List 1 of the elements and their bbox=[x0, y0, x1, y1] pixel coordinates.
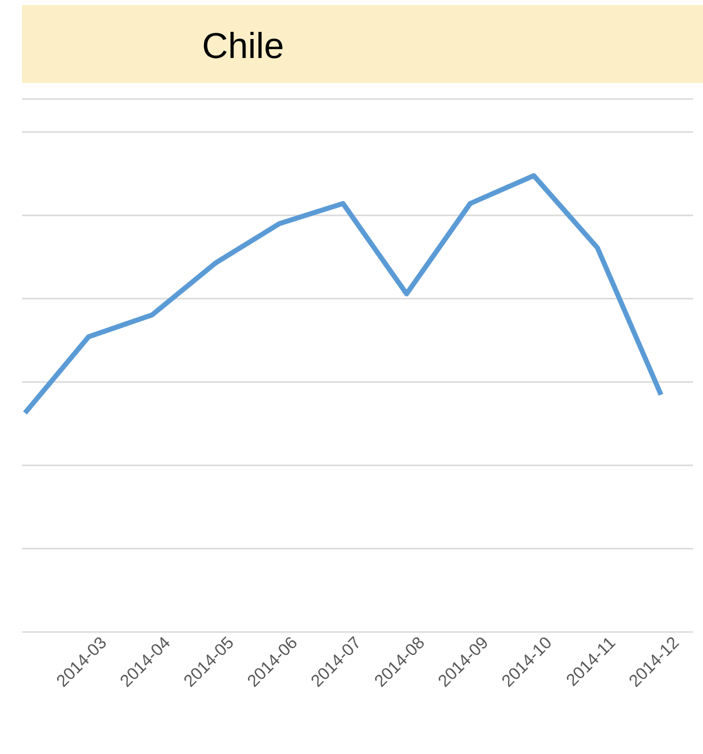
chart-title: Chile bbox=[202, 25, 284, 66]
